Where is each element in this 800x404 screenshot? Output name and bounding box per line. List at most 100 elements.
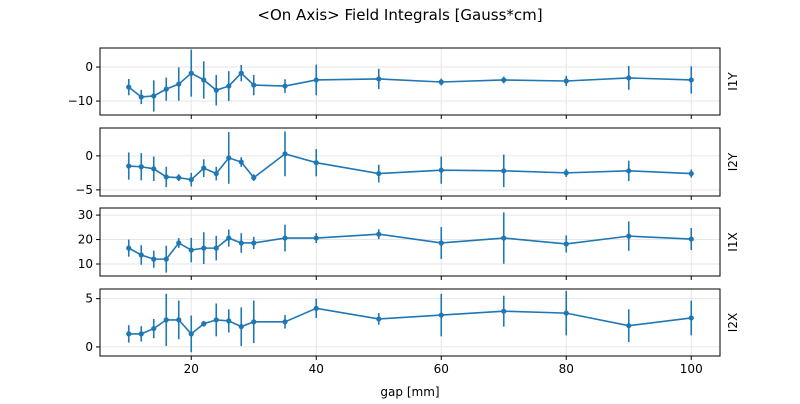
data-point [226, 235, 232, 241]
data-point [626, 75, 632, 81]
data-point [282, 151, 288, 157]
data-point [688, 315, 694, 321]
data-point [376, 316, 382, 322]
y-axis-label: I1Y [726, 72, 740, 91]
data-point [563, 170, 569, 176]
data-point [138, 252, 144, 258]
y-tick-label: −5 [75, 183, 93, 197]
data-point [188, 247, 194, 253]
data-point [188, 177, 194, 183]
data-point [251, 175, 257, 181]
y-tick-label: 20 [78, 233, 93, 247]
data-point [438, 240, 444, 246]
data-point [176, 317, 182, 323]
data-point [163, 86, 169, 92]
axes-frame [99, 207, 721, 277]
data-point [688, 170, 694, 177]
x-tick-label: 100 [680, 362, 703, 376]
x-tick-label: 20 [184, 362, 199, 376]
y-axis-label: I2Y [726, 152, 740, 171]
x-tick-label: 40 [309, 362, 324, 376]
axes-frame [99, 127, 721, 197]
y-axis-label: I2X [726, 313, 740, 332]
data-point [501, 77, 507, 83]
data-point [688, 77, 694, 83]
data-point [163, 317, 169, 323]
chart-title: <On Axis> Field Integrals [Gauss*cm] [257, 6, 542, 24]
data-point [126, 245, 132, 251]
data-point [188, 331, 194, 337]
data-point [376, 231, 382, 237]
data-point [251, 82, 257, 88]
data-point [438, 167, 444, 173]
data-point [313, 77, 319, 83]
series-line-I1Y [128, 72, 692, 98]
x-tick-label: 80 [559, 362, 574, 376]
data-point [213, 317, 219, 323]
data-point [563, 78, 569, 84]
x-tick-label: 60 [434, 362, 449, 376]
data-point [226, 83, 232, 89]
series-line-I2Y [128, 152, 692, 181]
data-point [151, 166, 157, 172]
data-point [563, 241, 569, 247]
data-point [313, 305, 319, 311]
data-point [151, 256, 157, 262]
data-point [438, 312, 444, 318]
data-point [213, 87, 219, 93]
data-point [501, 168, 507, 174]
data-point [138, 94, 144, 100]
data-point [282, 83, 288, 89]
data-point [238, 324, 244, 330]
data-point [151, 325, 157, 332]
data-point [282, 319, 288, 325]
data-point [126, 331, 132, 337]
y-tick-label: 0 [85, 149, 93, 163]
data-point [138, 331, 144, 337]
data-point [176, 240, 182, 246]
data-point [251, 240, 257, 246]
data-point [313, 160, 319, 166]
data-point [282, 235, 288, 241]
data-point [626, 168, 632, 174]
data-point [226, 318, 232, 324]
data-point [438, 79, 444, 85]
data-point [376, 76, 382, 82]
data-point [626, 233, 632, 239]
data-point [213, 245, 219, 251]
data-point [176, 81, 182, 87]
data-point [201, 245, 207, 251]
series-line-I1X [128, 233, 692, 260]
y-tick-label: 5 [85, 292, 93, 306]
data-point [201, 77, 207, 83]
x-axis-label: gap [mm] [380, 385, 439, 399]
data-point [688, 236, 694, 242]
data-point [163, 256, 169, 262]
data-point [151, 93, 157, 99]
axes-frame [99, 288, 721, 357]
y-tick-label: 30 [78, 208, 93, 222]
y-tick-label: 0 [85, 60, 93, 74]
y-tick-label: −10 [68, 94, 93, 108]
data-point [238, 159, 244, 165]
data-point [376, 170, 382, 177]
axes-frame [99, 47, 721, 116]
data-point [563, 310, 569, 316]
data-point [201, 165, 207, 171]
y-axis-label: I1X [726, 232, 740, 251]
data-point [238, 240, 244, 246]
series-line-I2X [128, 307, 692, 335]
y-tick-label: 10 [78, 257, 93, 271]
data-point [188, 70, 194, 76]
data-point [138, 164, 144, 170]
data-point [501, 308, 507, 314]
data-point [226, 155, 232, 161]
data-point [626, 323, 632, 329]
data-point [163, 174, 169, 180]
y-tick-label: 0 [85, 340, 93, 354]
data-point [213, 170, 219, 177]
data-point [251, 319, 257, 325]
data-point [238, 70, 244, 76]
